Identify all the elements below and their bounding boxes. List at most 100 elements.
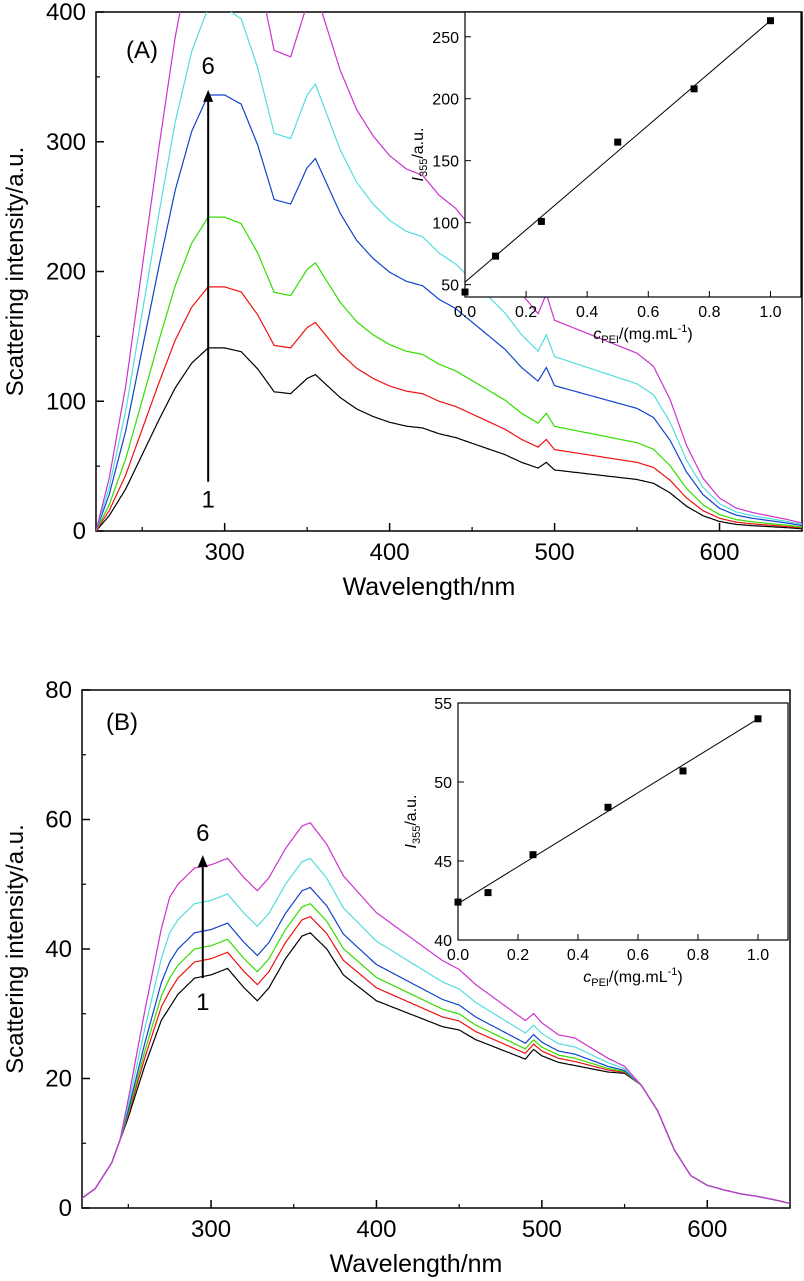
y-tick-label: 0 bbox=[59, 1195, 72, 1222]
inset-data-point bbox=[690, 85, 698, 93]
inset-data-point bbox=[754, 715, 762, 723]
panel-label: (B) bbox=[106, 709, 138, 736]
inset-data-point bbox=[679, 767, 687, 775]
y-tick-label: 60 bbox=[45, 807, 72, 834]
y-tick-label: 0 bbox=[73, 518, 86, 545]
y-tick-label: 300 bbox=[46, 129, 86, 156]
inset-x-tick-label: 0.0 bbox=[454, 304, 476, 321]
series-line-2 bbox=[82, 915, 790, 1205]
inset-y-label-var: I bbox=[410, 176, 427, 181]
inset-x-tick-label: 0.6 bbox=[627, 947, 649, 964]
inset-y-tick-label: 200 bbox=[432, 92, 459, 109]
inset-y-label-sub: 355 bbox=[418, 159, 430, 177]
inset-x-label-close: ) bbox=[687, 326, 692, 343]
panel-label: (A) bbox=[126, 37, 158, 64]
x-axis-label: Wavelength/nm bbox=[330, 1250, 503, 1278]
inset-y-tick-label: 50 bbox=[441, 278, 459, 295]
inset-x-tick-label: 0.2 bbox=[515, 304, 537, 321]
series-line-1 bbox=[82, 932, 790, 1205]
inset-y-label-unit: /a.u. bbox=[403, 795, 420, 826]
arrow-label-end: 6 bbox=[201, 53, 214, 80]
x-tick-label: 600 bbox=[699, 539, 739, 566]
inset-chart: 0.0 0.2 0.4 0.6 0.8 1.0 40 45 50 55 cPEI/(mg.mL-1)… bbox=[403, 696, 789, 989]
inset-y-label-sub: 355 bbox=[411, 826, 423, 844]
series-line-2 bbox=[96, 286, 802, 531]
inset-y-label-var: I bbox=[403, 843, 420, 848]
inset-x-label-sub: PEI bbox=[601, 334, 619, 346]
inset-y-tick-label: 250 bbox=[432, 30, 459, 47]
inset-y-label-unit: /a.u. bbox=[410, 128, 427, 159]
inset-x-tick-label: 0.8 bbox=[687, 947, 709, 964]
inset-x-label-unit: /(mg.mL bbox=[609, 969, 668, 986]
inset-x-label-var: c bbox=[593, 326, 601, 343]
inset-chart: 0.0 0.2 0.4 0.6 0.8 1.0 50 100 150 200 250 cPEI/(mg… bbox=[410, 11, 802, 346]
inset-frame bbox=[464, 11, 802, 298]
x-tick-label: 500 bbox=[522, 1216, 562, 1243]
inset-data-point bbox=[529, 851, 537, 859]
inset-data-point bbox=[454, 898, 462, 906]
y-tick-label: 20 bbox=[45, 1066, 72, 1093]
y-axis-label: Scattering intensity/a.u. bbox=[2, 824, 29, 1073]
inset-y-tick-label: 55 bbox=[434, 696, 452, 713]
inset-data-point bbox=[537, 217, 545, 225]
series-line-5 bbox=[96, 12, 802, 531]
arrow-head bbox=[197, 855, 208, 868]
arrow-label-start: 1 bbox=[196, 989, 209, 1016]
series-line-6 bbox=[96, 12, 802, 531]
inset-x-tick-label: 1.0 bbox=[759, 304, 781, 321]
x-tick-label: 500 bbox=[535, 539, 575, 566]
inset-x-label-sub: PEI bbox=[591, 977, 609, 989]
inset-x-label-close: ) bbox=[677, 969, 682, 986]
inset-y-tick-label: 45 bbox=[434, 854, 452, 871]
inset-y-tick-label: 150 bbox=[432, 154, 459, 171]
inset-x-label-var: c bbox=[583, 969, 591, 986]
y-tick-label: 100 bbox=[46, 388, 86, 415]
arrow-label-start: 1 bbox=[201, 487, 214, 514]
inset-x-tick-label: 0.6 bbox=[637, 304, 659, 321]
inset-x-label-unit: /(mg.mL bbox=[619, 326, 678, 343]
x-tick-label: 400 bbox=[370, 539, 410, 566]
inset-y-tick-label: 50 bbox=[434, 775, 452, 792]
y-tick-label: 400 bbox=[46, 0, 86, 26]
chart-panel-b: 300 400 500 600 0 20 40 60 80 Wavelength/nm Scatte… bbox=[2, 677, 791, 1278]
inset-x-axis-label: cPEI/(mg.mL-1) bbox=[593, 323, 693, 346]
inset-data-point bbox=[484, 889, 492, 897]
x-tick-label: 400 bbox=[356, 1216, 396, 1243]
series-line-1 bbox=[96, 347, 802, 531]
inset-x-tick-label: 0.0 bbox=[447, 947, 469, 964]
inset-x-label-sup: -1 bbox=[668, 966, 678, 978]
inset-y-axis-label: I355/a.u. bbox=[410, 128, 430, 182]
inset-x-tick-label: 0.2 bbox=[507, 947, 529, 964]
x-tick-label: 300 bbox=[205, 539, 245, 566]
y-tick-label: 40 bbox=[45, 936, 72, 963]
inset-x-tick-label: 1.0 bbox=[747, 947, 769, 964]
x-tick-label: 300 bbox=[191, 1216, 231, 1243]
inset-data-point bbox=[461, 288, 469, 296]
inset-frame bbox=[457, 702, 789, 941]
arrow-head bbox=[203, 89, 214, 102]
x-tick-label: 600 bbox=[687, 1216, 727, 1243]
arrow-label-end: 6 bbox=[196, 820, 209, 847]
inset-x-tick-label: 0.8 bbox=[698, 304, 720, 321]
y-axis-label: Scattering intensity/a.u. bbox=[2, 147, 29, 396]
inset-fit-line bbox=[457, 718, 759, 905]
chart-panel-a: 300 400 500 600 0 100 200 300 400 Wavelength/nm Sc… bbox=[2, 0, 803, 601]
inset-fit-line bbox=[464, 20, 771, 283]
inset-y-tick-label: 100 bbox=[432, 216, 459, 233]
inset-y-tick-label: 40 bbox=[434, 933, 452, 950]
series-line-4 bbox=[96, 94, 802, 531]
inset-x-tick-label: 0.4 bbox=[576, 304, 598, 321]
inset-x-label-sup: -1 bbox=[678, 323, 688, 335]
inset-data-point bbox=[766, 17, 774, 25]
inset-x-axis-label: cPEI/(mg.mL-1) bbox=[583, 966, 683, 989]
series-line-3 bbox=[96, 216, 802, 531]
x-axis-label: Wavelength/nm bbox=[343, 573, 516, 601]
inset-data-point bbox=[604, 803, 612, 811]
inset-y-axis-label: I355/a.u. bbox=[403, 795, 423, 849]
inset-data-point bbox=[614, 138, 622, 146]
inset-data-point bbox=[492, 252, 500, 260]
series-group bbox=[96, 12, 802, 531]
y-tick-label: 200 bbox=[46, 259, 86, 286]
inset-x-tick-label: 0.4 bbox=[567, 947, 589, 964]
